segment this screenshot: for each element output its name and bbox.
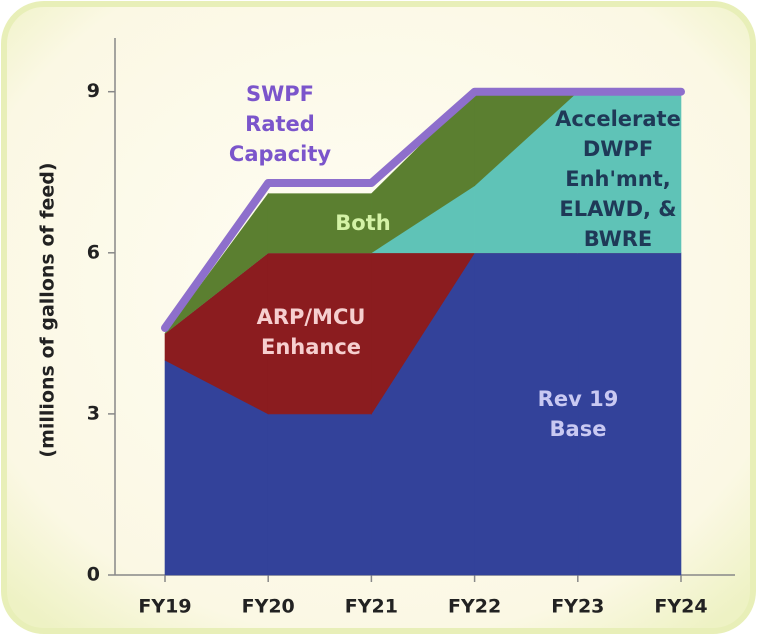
x-tick-label: FY19 [138, 596, 191, 618]
x-tick-label: FY24 [654, 596, 707, 618]
series-label: Both [335, 211, 390, 235]
y-tick-label: 6 [87, 241, 100, 263]
area-segment [474, 252, 579, 576]
series-label: Rev 19 Base [538, 387, 619, 441]
x-tick-label: FY20 [242, 596, 295, 618]
areas [164, 90, 682, 576]
y-axis-label: (millions of gallons of feed) [37, 162, 59, 457]
y-tick-label: 0 [87, 564, 100, 586]
y-tick-label: 9 [87, 80, 100, 102]
y-tick-label: 3 [87, 402, 100, 424]
series-label: SWPF Rated Capacity [229, 82, 331, 166]
area-segment [267, 252, 372, 415]
x-tick-label: FY22 [448, 596, 501, 618]
capacity-line [161, 87, 685, 332]
series-label: ARP/MCU Enhance [257, 305, 366, 359]
x-tick-label: FY21 [345, 596, 398, 618]
series-label: Accelerate DWPF Enh'mnt, ELAWD, & BWRE [555, 107, 681, 251]
area-segment [577, 252, 682, 576]
area-segment [267, 413, 372, 576]
x-tick-label: FY23 [551, 596, 604, 618]
